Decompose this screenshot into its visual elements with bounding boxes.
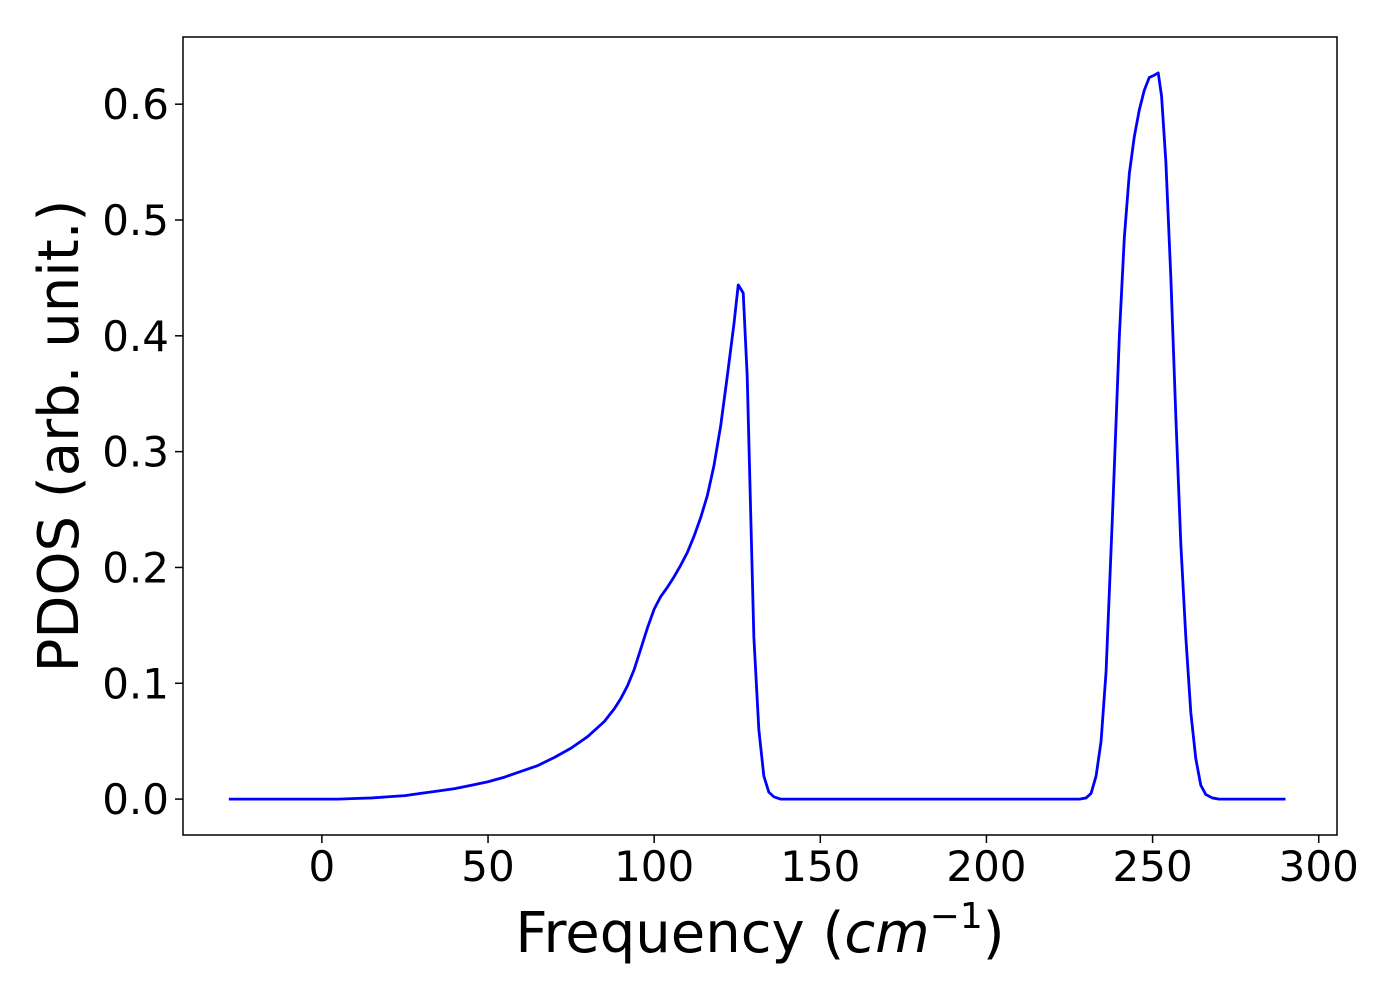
x-tick-label: 250: [1113, 842, 1193, 891]
y-tick-label: 0.2: [102, 543, 169, 592]
x-tick-label: 50: [461, 842, 514, 891]
plot-frame: [182, 36, 1338, 836]
y-tick-label: 0.0: [102, 775, 169, 824]
y-tick-label: 0.5: [102, 196, 169, 245]
y-axis-label: PDOS (arb. unit.): [27, 200, 92, 673]
y-tick-label: 0.4: [102, 312, 169, 361]
x-tick-label: 300: [1279, 842, 1359, 891]
x-tick-label: 0: [309, 842, 336, 891]
x-tick-label: 200: [946, 842, 1026, 891]
y-tick-label: 0.6: [102, 80, 169, 129]
y-tick-label: 0.1: [102, 659, 169, 708]
x-tick-label: 150: [780, 842, 860, 891]
x-axis-label: Frequency (cm−1): [515, 896, 1004, 966]
x-tick-label: 100: [614, 842, 694, 891]
data-line: [228, 71, 1286, 801]
y-tick-label: 0.3: [102, 428, 169, 477]
